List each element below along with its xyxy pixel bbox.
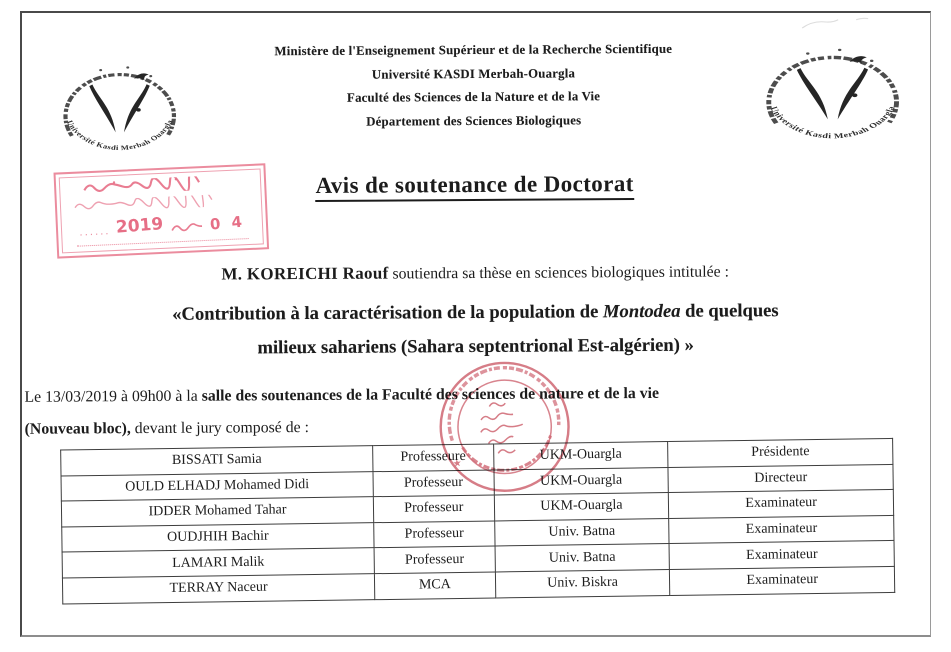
- round-stamp-center-line5: [497, 449, 516, 454]
- round-stamp-center-line3: [480, 423, 524, 433]
- logo-emblem: [796, 56, 869, 120]
- logo-emblem: [89, 73, 150, 133]
- logo-arabic-arc-text: [63, 66, 177, 137]
- schedule-jury-intro: devant le jury composé de :: [130, 418, 309, 437]
- stamp-dots: ......: [79, 225, 111, 239]
- header-line-faculty: Faculté des Sciences de la Nature et de …: [346, 89, 601, 105]
- page-title-text: Avis de soutenance de Doctorat: [315, 171, 634, 202]
- document-header: Ministère de l'Enseignement Supérieur et…: [213, 37, 734, 134]
- logo-french-arc-text: Université Kasdi Merbah Ouargla: [65, 119, 176, 153]
- thesis-species-name: Montodea: [602, 300, 681, 323]
- round-stamp-inner-circle: [457, 379, 553, 475]
- thesis-title: «Contribution à la caractérisation de la…: [0, 293, 951, 367]
- jury-member-university: Univ. Biskra: [495, 569, 671, 598]
- jury-member-name: TERRAY Naceur: [62, 573, 375, 604]
- schedule-date-time: Le 13/03/2019 à 09h00 à la: [24, 387, 202, 406]
- jury-member-role: Présidente: [667, 438, 893, 468]
- date-ink-stamp: ...... 2019 0 4: [53, 163, 270, 259]
- jury-member-role: Examinateur: [669, 515, 895, 544]
- stamp-arabic-line2: [74, 193, 213, 210]
- jury-member-role: Examinateur: [669, 540, 895, 570]
- jury-member-role: Directeur: [668, 464, 894, 493]
- svg-text:Université Kasdi Merbah Ouargl: Université Kasdi Merbah Ouargla: [65, 119, 176, 153]
- candidate-name: M. KOREICHI Raouf: [221, 263, 389, 284]
- round-stamp-center-line1: [488, 402, 506, 407]
- stamp-month-arabic: [171, 222, 202, 231]
- jury-member-grade: Professeur: [374, 546, 496, 574]
- jury-member-university: UKM-Ouargla: [493, 492, 670, 521]
- round-stamp-center-line4: [487, 435, 514, 444]
- jury-member-university: Univ. Batna: [494, 543, 670, 572]
- jury-member-university: Univ. Batna: [494, 518, 670, 547]
- jury-member-grade: MCA: [374, 571, 496, 600]
- round-stamp-ring-arabic-bottom: [461, 433, 553, 472]
- university-logo-left: Université Kasdi Merbah Ouargla: [63, 66, 177, 153]
- stamp-arabic-line1: [83, 174, 200, 193]
- logo-arabic-arc-text: [766, 48, 899, 124]
- stamp-day: 0 4: [208, 212, 246, 234]
- header-line-ministry: Ministère de l'Enseignement Supérieur et…: [274, 41, 673, 59]
- header-line-university: Université KASDI Merbah-Ouargla: [371, 65, 576, 82]
- stamp-date-row: ...... 2019 0 4: [79, 211, 245, 238]
- thesis-title-line1: «Contribution à la caractérisation de la…: [0, 293, 951, 333]
- header-line-department: Département des Sciences Biologiques: [366, 112, 582, 129]
- jury-member-role: Examinateur: [668, 489, 894, 519]
- intro-line: M. KOREICHI Raouf soutiendra sa thèse en…: [0, 260, 951, 286]
- round-stamp-center-line2: [480, 412, 514, 421]
- university-logo-right: Université Kasdi Merbah Ouargla: [766, 48, 899, 141]
- round-stamp-ring-arabic-top: [447, 366, 561, 442]
- stamp-year: 2019: [115, 213, 165, 238]
- svg-text:Université Kasdi Merbah Ouargl: Université Kasdi Merbah Ouargla: [768, 105, 898, 141]
- schedule-building: (Nouveau bloc),: [24, 419, 131, 438]
- round-stamp-outer-circle: [439, 361, 570, 492]
- date-stamp-inner-border: ...... 2019 0 4: [58, 168, 264, 254]
- pencil-marks: [801, 17, 869, 29]
- round-ink-stamp: ★: [439, 361, 570, 492]
- stamp-dotted-line: [76, 236, 250, 247]
- round-stamp-star: ★: [452, 458, 463, 470]
- logo-french-arc-text: Université Kasdi Merbah Ouargla: [768, 105, 898, 141]
- thesis-line1-prefix: «Contribution à la caractérisation de la…: [172, 301, 604, 325]
- jury-member-grade: Professeur: [373, 520, 495, 549]
- thesis-line1-suffix: de quelques: [680, 300, 779, 322]
- intro-text: soutiendra sa thèse en sciences biologiq…: [388, 263, 729, 283]
- jury-member-role: Examinateur: [669, 566, 895, 596]
